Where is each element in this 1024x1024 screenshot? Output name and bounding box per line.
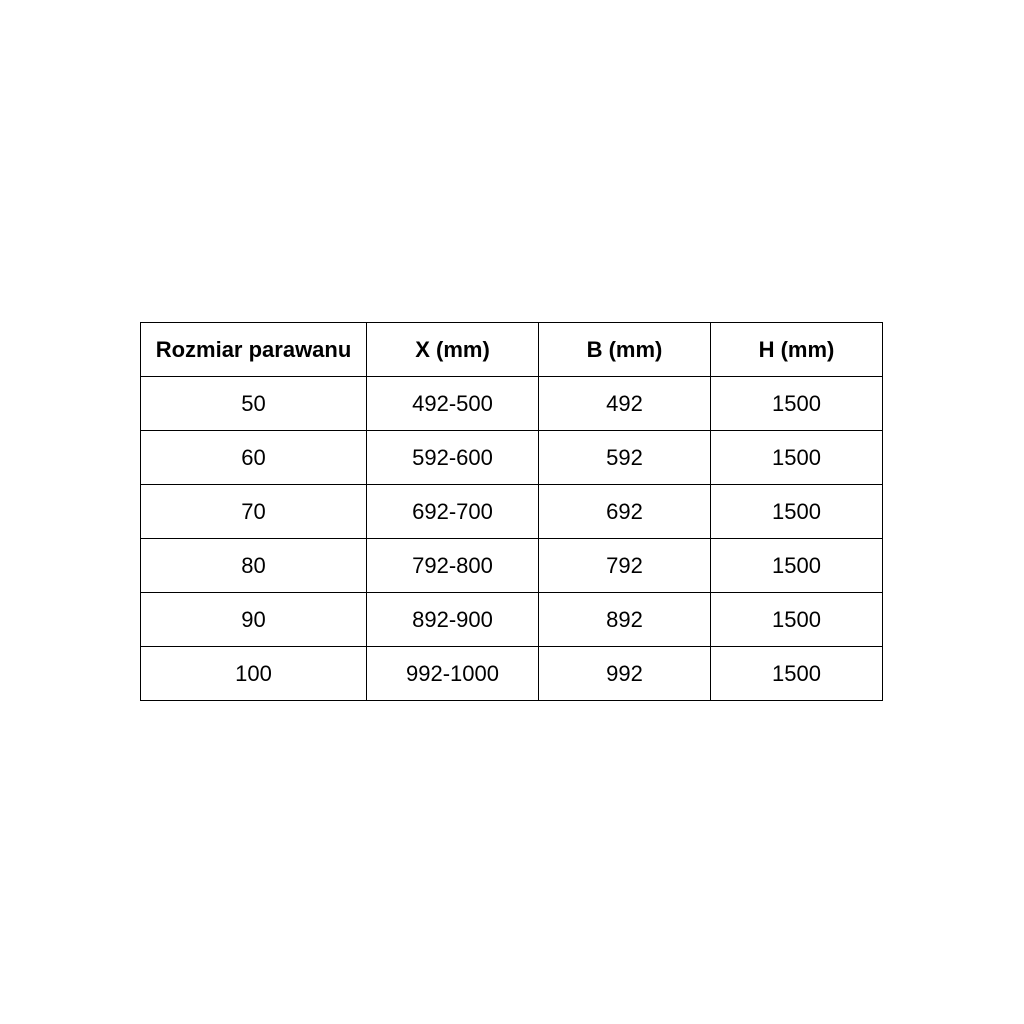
header-h: H (mm) — [710, 322, 883, 377]
table-row: 100 992-1000 992 1500 — [140, 646, 883, 701]
cell-b: 592 — [538, 430, 711, 485]
table-row: 50 492-500 492 1500 — [140, 376, 883, 431]
cell-x: 592-600 — [366, 430, 539, 485]
cell-h: 1500 — [710, 484, 883, 539]
cell-b: 492 — [538, 376, 711, 431]
cell-size: 80 — [140, 538, 367, 593]
cell-size: 60 — [140, 430, 367, 485]
cell-size: 70 — [140, 484, 367, 539]
cell-b: 692 — [538, 484, 711, 539]
header-b: B (mm) — [538, 322, 711, 377]
table-row: 90 892-900 892 1500 — [140, 592, 883, 647]
cell-x: 692-700 — [366, 484, 539, 539]
cell-size: 50 — [140, 376, 367, 431]
header-x: X (mm) — [366, 322, 539, 377]
cell-x: 892-900 — [366, 592, 539, 647]
cell-size: 100 — [140, 646, 367, 701]
table-row: 60 592-600 592 1500 — [140, 430, 883, 485]
cell-h: 1500 — [710, 538, 883, 593]
cell-h: 1500 — [710, 646, 883, 701]
cell-size: 90 — [140, 592, 367, 647]
cell-b: 792 — [538, 538, 711, 593]
cell-x: 792-800 — [366, 538, 539, 593]
size-table: Rozmiar parawanu X (mm) B (mm) H (mm) 50… — [140, 322, 883, 701]
cell-h: 1500 — [710, 376, 883, 431]
cell-h: 1500 — [710, 430, 883, 485]
header-size: Rozmiar parawanu — [140, 322, 367, 377]
table-row: 80 792-800 792 1500 — [140, 538, 883, 593]
cell-b: 892 — [538, 592, 711, 647]
cell-x: 992-1000 — [366, 646, 539, 701]
cell-x: 492-500 — [366, 376, 539, 431]
header-row: Rozmiar parawanu X (mm) B (mm) H (mm) — [140, 322, 883, 377]
cell-b: 992 — [538, 646, 711, 701]
table-row: 70 692-700 692 1500 — [140, 484, 883, 539]
cell-h: 1500 — [710, 592, 883, 647]
